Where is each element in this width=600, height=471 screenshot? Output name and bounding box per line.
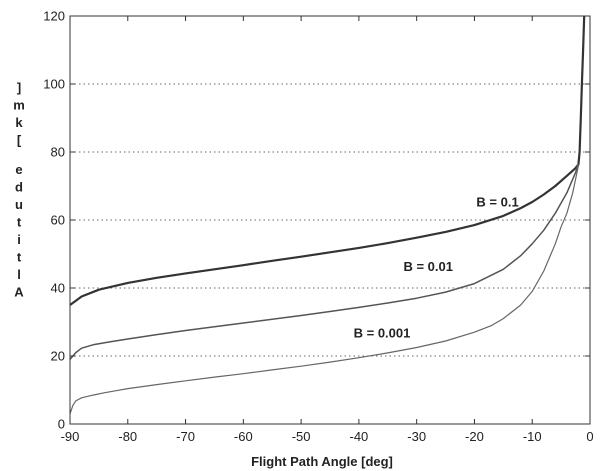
x-tick-label: -90 (61, 429, 80, 444)
y-tick-label: 20 (51, 349, 65, 364)
x-tick-label: -50 (292, 429, 311, 444)
y-axis-title-char: d (15, 180, 23, 195)
y-tick-label: 40 (51, 281, 65, 296)
series-line-3 (69, 165, 579, 414)
y-axis-title-char: k (15, 115, 23, 130)
label-layer: B = 0.1 B = 0.01 B = 0.001 (354, 194, 519, 340)
x-axis-title: Flight Path Angle [deg] (251, 454, 393, 469)
y-axis-title-char: u (15, 197, 23, 212)
y-axis-title-char: l (17, 267, 21, 282)
y-axis-title-char: t (17, 215, 22, 230)
tick-layer: -90 -80 -70 -60 -50 -40 -30 -20 -10 0 0 20 40 60 80 100… (43, 9, 593, 445)
x-tick-label: -20 (465, 429, 484, 444)
series-layer (69, 15, 586, 414)
x-tick-label: -70 (176, 429, 195, 444)
x-tick-label: -60 (234, 429, 253, 444)
y-tick-label: 100 (43, 77, 65, 92)
y-axis-title-char: i (17, 232, 21, 247)
series-label-1: B = 0.1 (476, 194, 518, 209)
y-axis-title-char: e (15, 162, 22, 177)
y-tick-label: 0 (58, 417, 65, 432)
x-tick-label: -10 (523, 429, 542, 444)
series-line-2 (69, 163, 580, 360)
grid-layer (70, 83, 590, 357)
y-axis-title-char: ] (17, 80, 21, 95)
y-tick-label: 120 (43, 9, 65, 24)
series-line-1 (69, 15, 586, 306)
x-tick-label: -30 (407, 429, 426, 444)
series-label-3: B = 0.001 (354, 325, 411, 340)
series-label-2: B = 0.01 (403, 259, 453, 274)
x-tick-label: -80 (118, 429, 137, 444)
y-axis-title-char: m (13, 98, 25, 113)
y-axis-title-char: A (14, 285, 24, 300)
y-tick-label: 80 (51, 145, 65, 160)
y-tick-label: 60 (51, 213, 65, 228)
x-tick-label: -40 (349, 429, 368, 444)
y-axis-title-char: [ (17, 133, 22, 148)
y-axis-title-char: t (17, 250, 22, 265)
x-tick-label: 0 (586, 429, 593, 444)
